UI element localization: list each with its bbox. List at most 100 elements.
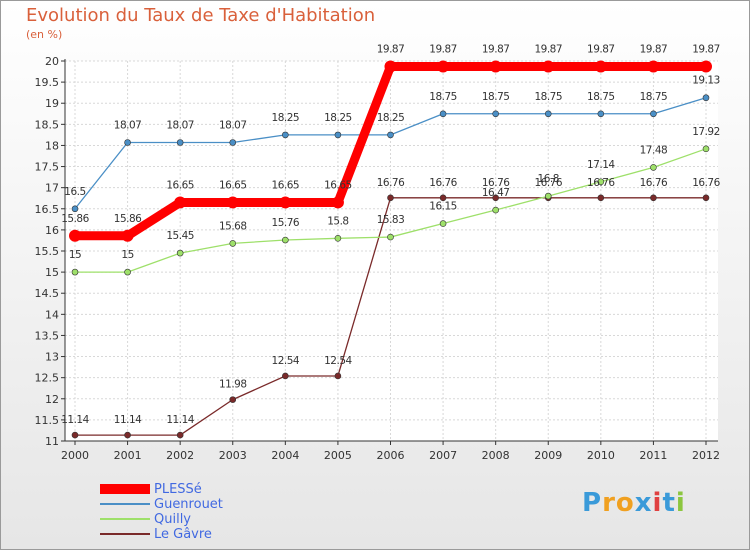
data-point bbox=[176, 431, 184, 439]
data-point bbox=[702, 145, 710, 153]
data-label: 19.87 bbox=[640, 43, 668, 55]
data-point bbox=[71, 431, 79, 439]
data-label: 19.87 bbox=[429, 43, 457, 55]
y-tick-label: 14 bbox=[45, 308, 59, 321]
data-point bbox=[226, 196, 239, 209]
legend: PLESSé Guenrouet Quilly Le Gâvre bbox=[100, 482, 300, 542]
data-label: 15 bbox=[121, 249, 133, 261]
data-label: 11.98 bbox=[219, 379, 247, 391]
x-tick-label: 2010 bbox=[587, 449, 615, 462]
data-point bbox=[279, 196, 292, 209]
data-point bbox=[439, 110, 447, 118]
data-label: 18.07 bbox=[166, 119, 194, 131]
legend-swatch-le-gavre bbox=[100, 533, 150, 535]
data-label: 19.87 bbox=[482, 43, 510, 55]
data-point bbox=[597, 178, 605, 186]
y-tick-label: 13.5 bbox=[35, 329, 60, 342]
data-label: 15.83 bbox=[377, 214, 405, 226]
data-point bbox=[229, 240, 237, 247]
data-label: 18.75 bbox=[640, 91, 668, 103]
x-tick-label: 2002 bbox=[166, 449, 194, 462]
legend-label-le-gavre: Le Gâvre bbox=[154, 527, 212, 542]
data-label: 19.87 bbox=[534, 43, 562, 55]
data-point bbox=[594, 60, 607, 73]
y-tick-label: 12 bbox=[45, 393, 59, 406]
data-point bbox=[71, 205, 79, 213]
x-tick-label: 2012 bbox=[692, 449, 720, 462]
data-label: 19.87 bbox=[587, 43, 615, 55]
legend-item: Quilly bbox=[100, 512, 300, 527]
data-label: 16.76 bbox=[587, 177, 615, 189]
data-label: 18.75 bbox=[482, 91, 510, 103]
legend-label-plesse: PLESSé bbox=[154, 482, 202, 497]
data-point bbox=[650, 164, 657, 171]
data-point bbox=[229, 139, 237, 146]
chart-subtitle: (en %) bbox=[26, 28, 63, 41]
logo-letter: x bbox=[634, 488, 653, 518]
y-tick-label: 16 bbox=[45, 224, 59, 237]
y-tick-label: 17 bbox=[45, 182, 59, 195]
data-point bbox=[121, 229, 134, 242]
y-tick-label: 15 bbox=[45, 266, 59, 279]
legend-label-quilly: Quilly bbox=[154, 512, 192, 527]
data-label: 16.76 bbox=[640, 177, 668, 189]
x-tick-label: 2011 bbox=[639, 449, 667, 462]
x-tick-label: 2005 bbox=[324, 449, 352, 462]
data-point bbox=[650, 110, 657, 118]
data-point bbox=[282, 372, 289, 380]
data-label: 16.65 bbox=[219, 179, 247, 191]
data-point bbox=[544, 110, 552, 118]
data-label: 19.87 bbox=[692, 43, 720, 55]
y-tick-label: 19 bbox=[45, 97, 59, 110]
data-point bbox=[174, 196, 187, 209]
data-label: 19.87 bbox=[377, 43, 405, 55]
data-label: 15.68 bbox=[219, 220, 247, 232]
y-tick-label: 11.5 bbox=[35, 414, 60, 427]
data-point bbox=[387, 194, 394, 202]
data-label: 12.54 bbox=[324, 355, 352, 367]
data-label: 16.76 bbox=[534, 177, 562, 189]
data-point bbox=[282, 131, 289, 139]
y-tick-label: 16.5 bbox=[35, 203, 60, 216]
x-tick-label: 2003 bbox=[219, 449, 247, 462]
data-label: 11.14 bbox=[114, 414, 142, 426]
data-label: 16.65 bbox=[166, 179, 194, 191]
logo-letter: t bbox=[662, 488, 676, 518]
y-tick-label: 18 bbox=[45, 139, 59, 152]
data-point bbox=[492, 110, 499, 118]
legend-item: Guenrouet bbox=[100, 497, 300, 512]
data-point bbox=[334, 131, 342, 139]
x-tick-label: 2007 bbox=[429, 449, 457, 462]
data-label: 18.25 bbox=[324, 112, 352, 124]
data-label: 16.47 bbox=[482, 187, 510, 199]
data-label: 18.25 bbox=[272, 112, 300, 124]
data-point bbox=[492, 194, 499, 202]
x-tick-label: 2009 bbox=[534, 449, 562, 462]
data-point bbox=[124, 268, 131, 276]
data-point bbox=[69, 229, 81, 242]
data-label: 15.8 bbox=[327, 215, 348, 227]
data-point bbox=[650, 194, 657, 202]
data-point bbox=[597, 194, 605, 202]
data-label: 16.8 bbox=[538, 173, 559, 185]
data-point bbox=[124, 431, 131, 439]
data-point bbox=[702, 94, 710, 102]
data-point bbox=[387, 233, 394, 241]
data-point bbox=[331, 196, 344, 209]
x-tick-label: 2006 bbox=[377, 449, 405, 462]
legend-item: PLESSé bbox=[100, 482, 300, 497]
data-point bbox=[71, 268, 79, 276]
legend-swatch-plesse bbox=[100, 484, 150, 494]
data-label: 15 bbox=[69, 249, 81, 261]
y-tick-label: 14.5 bbox=[35, 287, 60, 300]
legend-item: Le Gâvre bbox=[100, 527, 300, 542]
x-tick-label: 2004 bbox=[271, 449, 299, 462]
data-point bbox=[544, 192, 552, 200]
data-label: 18.75 bbox=[587, 91, 615, 103]
logo-letter: P bbox=[582, 488, 603, 518]
data-point bbox=[439, 194, 447, 202]
data-label: 12.54 bbox=[272, 355, 300, 367]
data-point bbox=[492, 206, 499, 214]
data-label: 15.45 bbox=[166, 230, 194, 242]
